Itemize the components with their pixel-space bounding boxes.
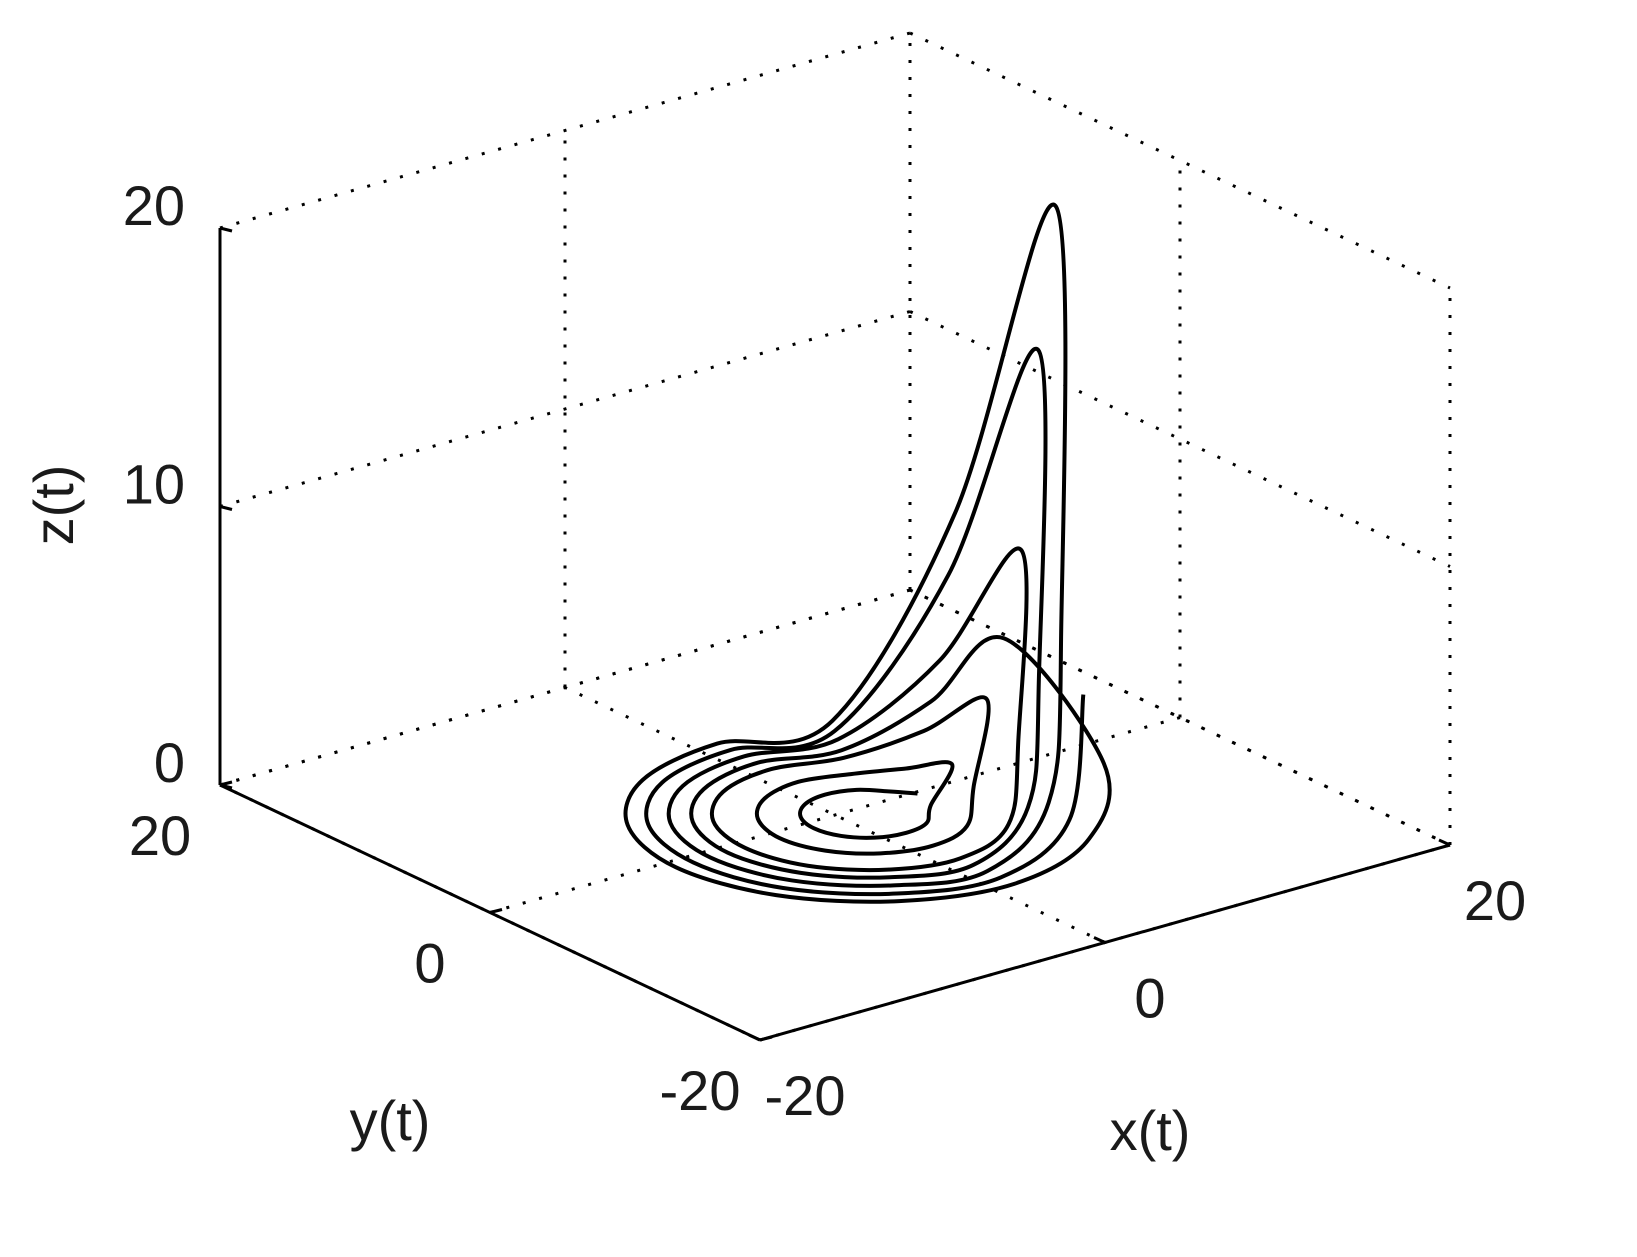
y-axis-label: y(t): [350, 1089, 431, 1152]
x-tick: [1438, 838, 1451, 847]
y-tick: [759, 1035, 773, 1042]
z-tick: [219, 226, 233, 233]
x-tick-label: -20: [765, 1064, 846, 1127]
x-tick-label: 0: [1134, 966, 1165, 1029]
grid-line: [219, 310, 911, 508]
z-tick-label: 20: [123, 174, 185, 237]
grid-line: [219, 31, 911, 230]
z-tick: [219, 505, 233, 511]
y-tick-label: 0: [414, 931, 445, 994]
x-tick: [748, 1033, 761, 1042]
x-tick-label: 20: [1464, 869, 1526, 932]
grid-line: [219, 588, 911, 787]
z-tick-label: 0: [154, 731, 185, 794]
x-axis-label: x(t): [1110, 1099, 1191, 1162]
y-tick-label: 20: [129, 804, 191, 867]
y-tick: [489, 908, 503, 914]
grid-line: [489, 716, 1181, 914]
x-tick: [1093, 936, 1106, 944]
y-tick-label: -20: [660, 1059, 741, 1122]
z-tick: [219, 783, 233, 790]
z-axis-label: z(t): [22, 465, 85, 546]
trajectory: [623, 202, 1112, 904]
z-tick-label: 10: [123, 452, 185, 515]
